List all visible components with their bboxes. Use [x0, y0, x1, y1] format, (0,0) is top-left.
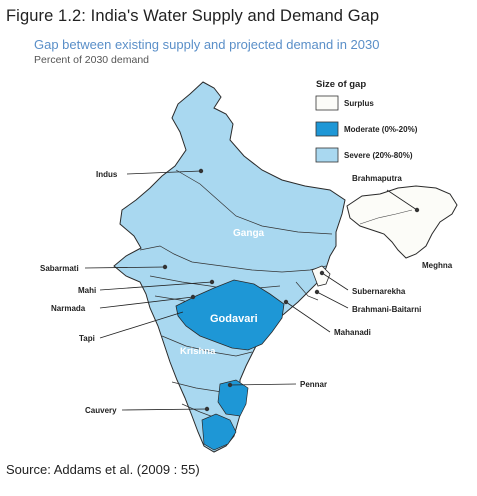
callout-dots — [162, 168, 420, 412]
callout-cauvery: Cauvery — [85, 406, 117, 415]
legend-label-surplus: Surplus — [344, 99, 374, 108]
basin-label-godavari: Godavari — [210, 313, 258, 325]
callout-pennar: Pennar — [300, 380, 327, 389]
map-subtitle: Percent of 2030 demand — [34, 54, 149, 66]
basin-label-krishna: Krishna — [180, 346, 216, 357]
callout-mahi: Mahi — [78, 286, 96, 295]
legend: Size of gap Surplus Moderate (0%-20%) Se… — [315, 79, 418, 163]
map-title: Gap between existing supply and projecte… — [34, 37, 380, 52]
leader-lines — [84, 170, 418, 411]
legend-swatch-surplus — [315, 95, 339, 111]
callout-meghna: Meghna — [422, 261, 453, 270]
legend-label-moderate: Moderate (0%-20%) — [344, 125, 418, 134]
basin-label-ganga: Ganga — [233, 228, 265, 239]
meghna-boundary — [359, 209, 413, 225]
legend-swatch-moderate — [315, 121, 339, 137]
legend-swatch-severe — [315, 147, 339, 163]
figure-title: Figure 1.2: India's Water Supply and Dem… — [6, 7, 380, 25]
godavari-basin — [175, 279, 285, 351]
subernarekha-patch — [311, 265, 331, 287]
callout-subernarekha: Subernarekha — [352, 287, 406, 296]
callout-tapi: Tapi — [79, 334, 95, 343]
source-note: Source: Addams et al. (2009 : 55) — [6, 462, 200, 477]
northeast-region — [346, 185, 458, 259]
cauvery-basin — [201, 413, 237, 451]
legend-label-severe: Severe (20%-80%) — [344, 151, 413, 160]
callout-mahanadi: Mahanadi — [334, 328, 371, 337]
callout-narmada: Narmada — [51, 304, 86, 313]
callout-brahmani-baitarni: Brahmani-Baitarni — [352, 305, 421, 314]
callout-indus: Indus — [96, 170, 118, 179]
callout-brahmaputra: Brahmaputra — [352, 174, 402, 183]
legend-title: Size of gap — [316, 79, 366, 90]
pennar-basin — [217, 379, 249, 417]
callout-sabarmati: Sabarmati — [40, 264, 79, 273]
